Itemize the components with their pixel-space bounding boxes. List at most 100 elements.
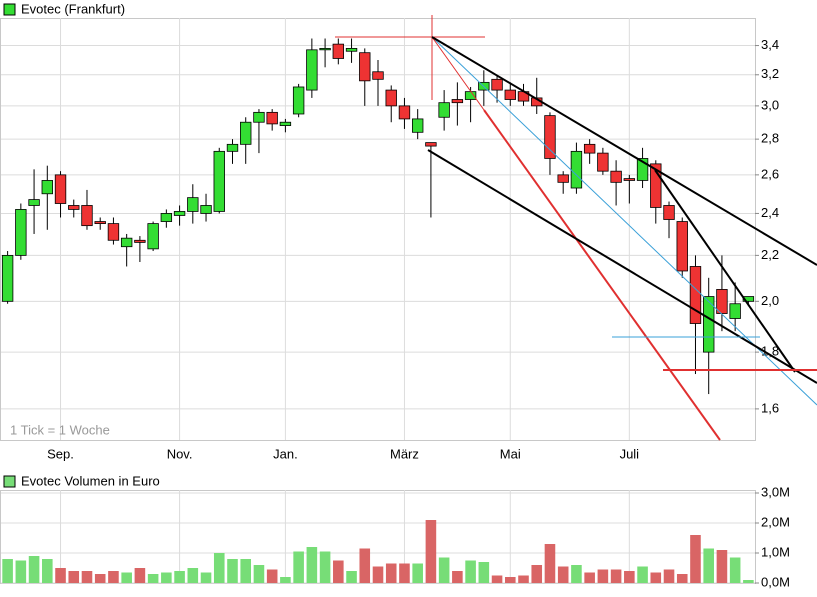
x-tick-label: Nov.: [167, 446, 193, 461]
volume-bar: [280, 577, 291, 583]
candle-body: [279, 121, 292, 126]
y-tick-label: 3,0M: [761, 484, 790, 499]
candle-body: [544, 115, 556, 159]
volume-bar: [597, 569, 609, 583]
legend-label: Evotec Volumen in Euro: [21, 473, 160, 488]
candle-body: [583, 143, 596, 154]
candle-body: [451, 99, 464, 104]
candle-body: [636, 158, 649, 181]
volume-bar: [504, 577, 516, 583]
volume-bar: [743, 580, 754, 583]
candle-body: [319, 47, 331, 51]
marks: [1, 38, 755, 583]
volume-bar: [518, 575, 529, 583]
candle-body: [187, 197, 199, 212]
candle-body: [425, 142, 437, 147]
candle-body: [385, 89, 397, 107]
volume-bar: [15, 560, 27, 583]
volume-bar: [333, 560, 344, 583]
volume-bar: [703, 548, 714, 583]
volume-bar: [2, 559, 13, 583]
candle-body: [94, 221, 106, 224]
y-tick-label: 0,0M: [761, 574, 790, 589]
volume-bar: [134, 568, 146, 583]
volume-bar: [663, 569, 675, 583]
candle-body: [173, 211, 186, 216]
volume-bar: [610, 569, 622, 583]
volume-bar: [121, 572, 132, 583]
volume-bar: [412, 563, 423, 583]
volume-bar: [637, 566, 648, 583]
volume-bar: [94, 574, 106, 583]
y-tick-label: 2,0: [761, 293, 779, 308]
volume-bar: [571, 565, 582, 583]
volume-bar: [187, 568, 199, 583]
volume-bar: [28, 556, 40, 583]
volume-bar: [690, 535, 701, 583]
x-tick-label: Juli: [620, 446, 640, 461]
candle-body: [226, 143, 239, 152]
candle-body: [597, 152, 609, 172]
volume-bar: [147, 574, 159, 583]
volume-bar: [253, 565, 265, 583]
candle-body: [345, 47, 358, 52]
volume-bar: [161, 572, 172, 583]
candle-body: [240, 121, 252, 145]
y-tick-label: 2,4: [761, 205, 779, 220]
candle-body: [663, 205, 675, 220]
y-tick-label: 2,2: [761, 247, 779, 262]
volume-bar: [293, 551, 304, 583]
volume-bar: [544, 544, 556, 583]
candle-body: [120, 237, 133, 248]
volume-bar: [557, 566, 569, 583]
y-tick-label: 1,0M: [761, 544, 790, 559]
candle-body: [213, 150, 225, 212]
annotation: 1 Tick = 1 Woche: [10, 422, 110, 437]
volume-bar: [227, 559, 238, 583]
volume-bar: [319, 551, 331, 583]
volume-bar: [399, 563, 410, 583]
candle-body: [703, 296, 715, 353]
volume-bar: [306, 547, 318, 583]
volume-bar: [452, 571, 463, 583]
candle-body: [610, 170, 622, 183]
candle-body: [438, 102, 450, 118]
x-tick-label: Sep.: [47, 446, 74, 461]
candle-body: [81, 205, 93, 227]
candle-body: [54, 174, 67, 204]
candle-body: [134, 239, 146, 243]
candle-body: [15, 209, 27, 256]
volume-bar: [55, 568, 66, 583]
candle-body: [160, 213, 173, 222]
volume-bar: [584, 572, 595, 583]
candle-body: [372, 71, 384, 80]
candle-body: [147, 223, 159, 250]
volume-bar: [650, 572, 662, 583]
volume-bar: [425, 520, 437, 583]
y-tick-label: 3,2: [761, 66, 779, 81]
trend-line: [431, 36, 817, 266]
y-tick-label: 1,6: [761, 400, 779, 415]
candle-body: [292, 86, 305, 115]
legend-swatch: [3, 3, 16, 16]
trend-lines: [335, 15, 817, 441]
volume-bar: [465, 560, 476, 583]
candle-body: [676, 221, 688, 272]
volume-bar: [716, 550, 728, 583]
candle-body: [623, 178, 636, 181]
volume-bar: [491, 575, 503, 583]
volume-bar: [240, 559, 252, 583]
trend-line: [431, 36, 817, 406]
candle-body: [729, 303, 741, 319]
candle-body: [266, 111, 278, 125]
y-tick-label: 2,8: [761, 131, 779, 146]
candle-body: [306, 49, 318, 91]
volume-bar: [108, 571, 119, 583]
trend-line: [483, 109, 721, 441]
volume-bar: [438, 557, 450, 583]
volume-bar: [624, 571, 635, 583]
trend-line: [654, 169, 796, 373]
candle-body: [1, 254, 14, 302]
volume-bar: [346, 571, 357, 583]
